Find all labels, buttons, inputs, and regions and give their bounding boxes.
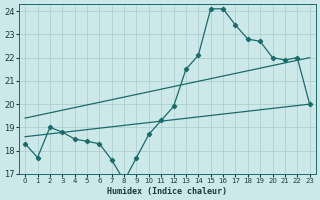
X-axis label: Humidex (Indice chaleur): Humidex (Indice chaleur) [108,187,228,196]
